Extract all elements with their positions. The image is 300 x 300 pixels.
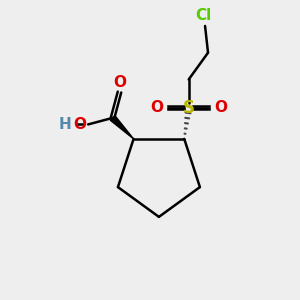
Polygon shape xyxy=(110,116,134,139)
Text: Cl: Cl xyxy=(195,8,212,23)
Text: O: O xyxy=(113,75,126,90)
Text: H: H xyxy=(59,117,72,132)
Text: O: O xyxy=(73,117,86,132)
Text: S: S xyxy=(183,99,195,117)
Text: O: O xyxy=(150,100,164,115)
Text: O: O xyxy=(214,100,227,115)
